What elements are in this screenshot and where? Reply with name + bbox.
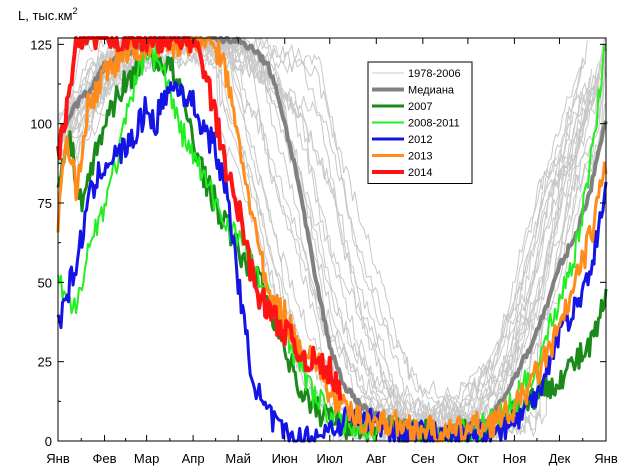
y-tick-label: 0 [45, 434, 52, 449]
series-line-4 [56, 81, 608, 443]
x-tick-label: Июн [272, 451, 298, 466]
legend-label: 2008-2011 [408, 118, 460, 130]
x-tick-label: Ноя [503, 451, 527, 466]
y-axis-label: L, тыс.км2 [18, 6, 78, 23]
legend-label: 2014 [408, 167, 432, 179]
series-line-5 [56, 36, 608, 443]
y-axis-label-superscript: 2 [73, 6, 78, 16]
y-tick-label: 50 [38, 275, 52, 290]
x-tick-label: Янв [594, 451, 618, 466]
y-axis-label-text: L, тыс.км [18, 8, 73, 23]
legend-label: 2007 [408, 101, 432, 113]
x-tick-label: Янв [46, 451, 70, 466]
x-tick-label: Фев [93, 451, 117, 466]
y-tick-label: 100 [30, 117, 52, 132]
x-tick-label: Апр [182, 451, 205, 466]
y-tick-label: 25 [38, 355, 52, 370]
x-tick-label: Май [225, 451, 250, 466]
y-tick-label: 75 [38, 196, 52, 211]
y-tick-label: 125 [30, 37, 52, 52]
x-tick-label: Дек [549, 451, 571, 466]
legend-label: 1978-2006 [408, 68, 461, 80]
series-line-3 [57, 44, 607, 442]
legend: 1978-2006 Медиана 2007 2008-2011 2012 2013 201… [367, 61, 473, 184]
axes: 0 25 50 75 100 125 Янв Фев Мар Апр Май Июн Июл Авг Сен… [30, 37, 618, 466]
x-tick-label: Мар [134, 451, 159, 466]
legend-label: 2012 [408, 134, 432, 146]
legend-label: Медиана [408, 85, 455, 97]
x-tick-label: Сен [411, 451, 435, 466]
legend-label: 2013 [408, 151, 432, 163]
x-tick-label: Авг [366, 451, 387, 466]
plot-frame [57, 37, 607, 442]
x-tick-label: Июл [317, 451, 343, 466]
x-tick-label: Окт [457, 451, 479, 466]
